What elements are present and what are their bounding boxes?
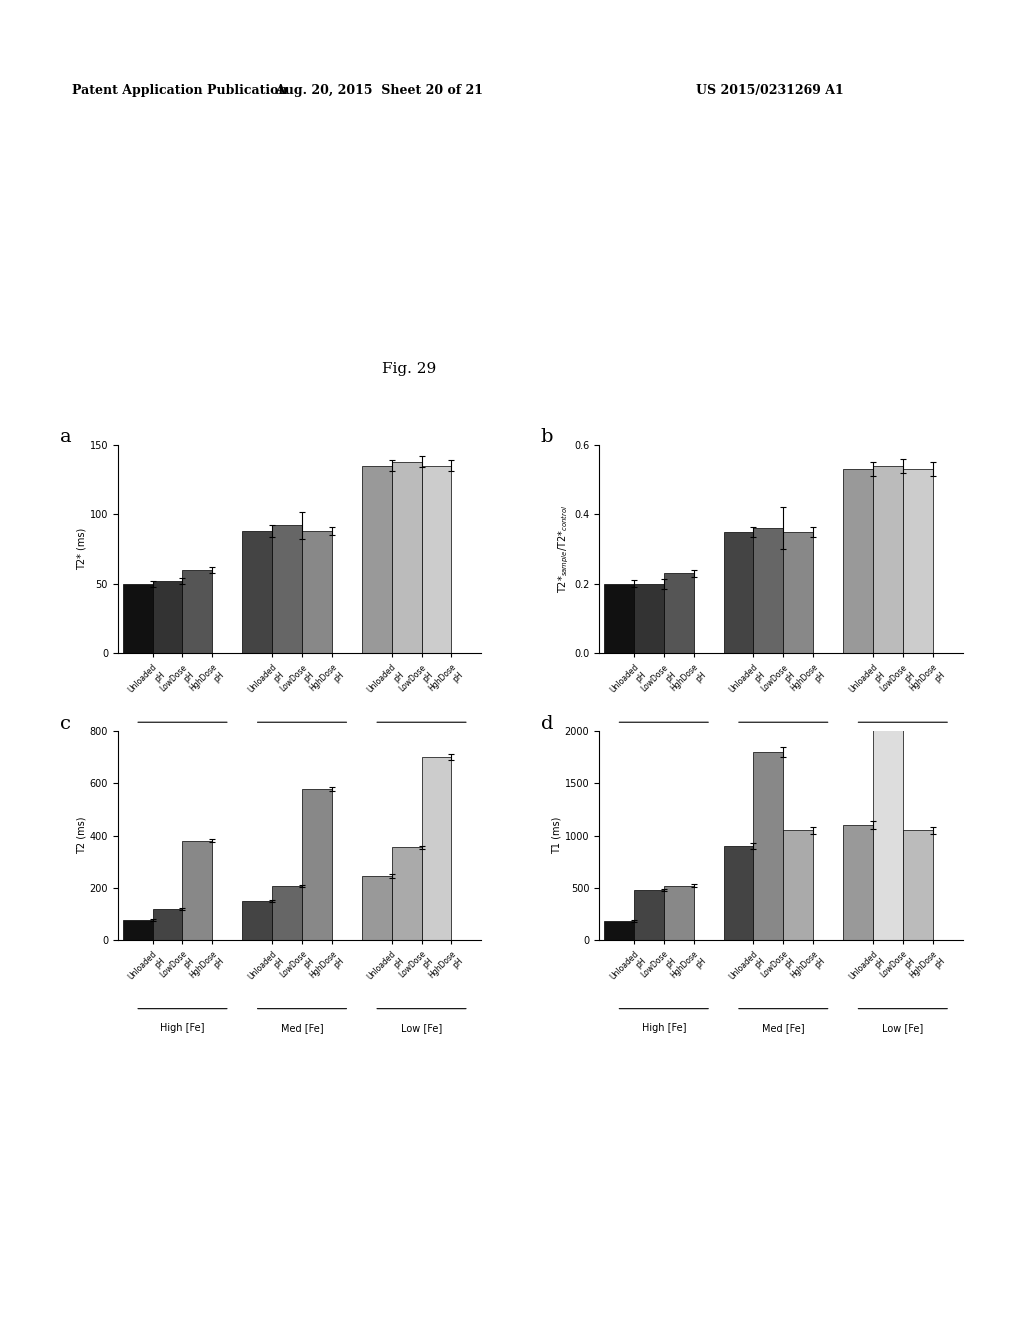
Text: High [Fe]: High [Fe] xyxy=(641,737,686,747)
Text: High [Fe]: High [Fe] xyxy=(160,1023,205,1034)
Bar xyxy=(422,466,452,653)
Bar xyxy=(754,752,783,940)
Text: Fig. 29: Fig. 29 xyxy=(383,362,436,376)
Bar xyxy=(724,846,754,940)
Bar xyxy=(783,830,813,940)
Text: US 2015/0231269 A1: US 2015/0231269 A1 xyxy=(696,84,844,98)
Bar xyxy=(302,788,332,940)
Bar xyxy=(123,920,153,940)
Text: High [Fe]: High [Fe] xyxy=(160,737,205,747)
Bar xyxy=(783,532,813,653)
Bar xyxy=(903,830,933,940)
Bar xyxy=(843,825,872,940)
Text: Med [Fe]: Med [Fe] xyxy=(281,737,324,747)
Bar xyxy=(604,921,634,940)
Bar xyxy=(724,532,754,653)
Bar xyxy=(272,525,302,653)
Text: Med [Fe]: Med [Fe] xyxy=(762,737,805,747)
Bar xyxy=(361,876,391,940)
Bar xyxy=(182,570,212,653)
Bar xyxy=(302,531,332,653)
Bar xyxy=(182,841,212,940)
Text: Aug. 20, 2015  Sheet 20 of 21: Aug. 20, 2015 Sheet 20 of 21 xyxy=(274,84,483,98)
Bar xyxy=(243,900,272,940)
Bar xyxy=(422,758,452,940)
Bar xyxy=(123,583,153,653)
Text: a: a xyxy=(59,428,72,446)
Bar xyxy=(153,581,182,653)
Bar xyxy=(391,847,422,940)
Text: Low [Fe]: Low [Fe] xyxy=(883,737,924,747)
Text: Med [Fe]: Med [Fe] xyxy=(762,1023,805,1034)
Y-axis label: T1 (ms): T1 (ms) xyxy=(552,817,562,854)
Text: Low [Fe]: Low [Fe] xyxy=(401,737,442,747)
Bar xyxy=(634,583,664,653)
Bar xyxy=(664,886,693,940)
Bar xyxy=(391,462,422,653)
Text: Patent Application Publication: Patent Application Publication xyxy=(72,84,287,98)
Bar xyxy=(272,887,302,940)
Bar xyxy=(153,908,182,940)
Bar xyxy=(664,573,693,653)
Bar xyxy=(754,528,783,653)
Text: Low [Fe]: Low [Fe] xyxy=(401,1023,442,1034)
Bar xyxy=(361,466,391,653)
Bar xyxy=(872,721,903,940)
Text: c: c xyxy=(59,714,71,733)
Bar xyxy=(843,469,872,653)
Text: Low [Fe]: Low [Fe] xyxy=(883,1023,924,1034)
Bar xyxy=(903,469,933,653)
Text: Med [Fe]: Med [Fe] xyxy=(281,1023,324,1034)
Bar xyxy=(634,890,664,940)
Bar xyxy=(872,466,903,653)
Text: High [Fe]: High [Fe] xyxy=(641,1023,686,1034)
Y-axis label: T2*$_{sample}$/T2*$_{control}$: T2*$_{sample}$/T2*$_{control}$ xyxy=(557,504,571,594)
Bar xyxy=(243,531,272,653)
Bar xyxy=(604,583,634,653)
Text: d: d xyxy=(541,714,553,733)
Y-axis label: T2 (ms): T2 (ms) xyxy=(77,817,87,854)
Y-axis label: T2* (ms): T2* (ms) xyxy=(77,528,87,570)
Text: b: b xyxy=(541,428,553,446)
